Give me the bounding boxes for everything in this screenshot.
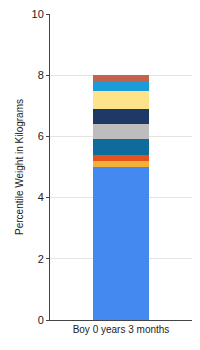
svg-text:2: 2: [38, 253, 44, 265]
svg-text:Percentile Weight in Kilograms: Percentile Weight in Kilograms: [14, 99, 25, 235]
svg-text:Boy 0 years 3 months: Boy 0 years 3 months: [73, 324, 170, 335]
svg-text:8: 8: [38, 69, 44, 81]
svg-text:4: 4: [38, 191, 44, 203]
svg-text:6: 6: [38, 130, 44, 142]
svg-text:10: 10: [32, 8, 44, 20]
svg-text:0: 0: [38, 314, 44, 326]
